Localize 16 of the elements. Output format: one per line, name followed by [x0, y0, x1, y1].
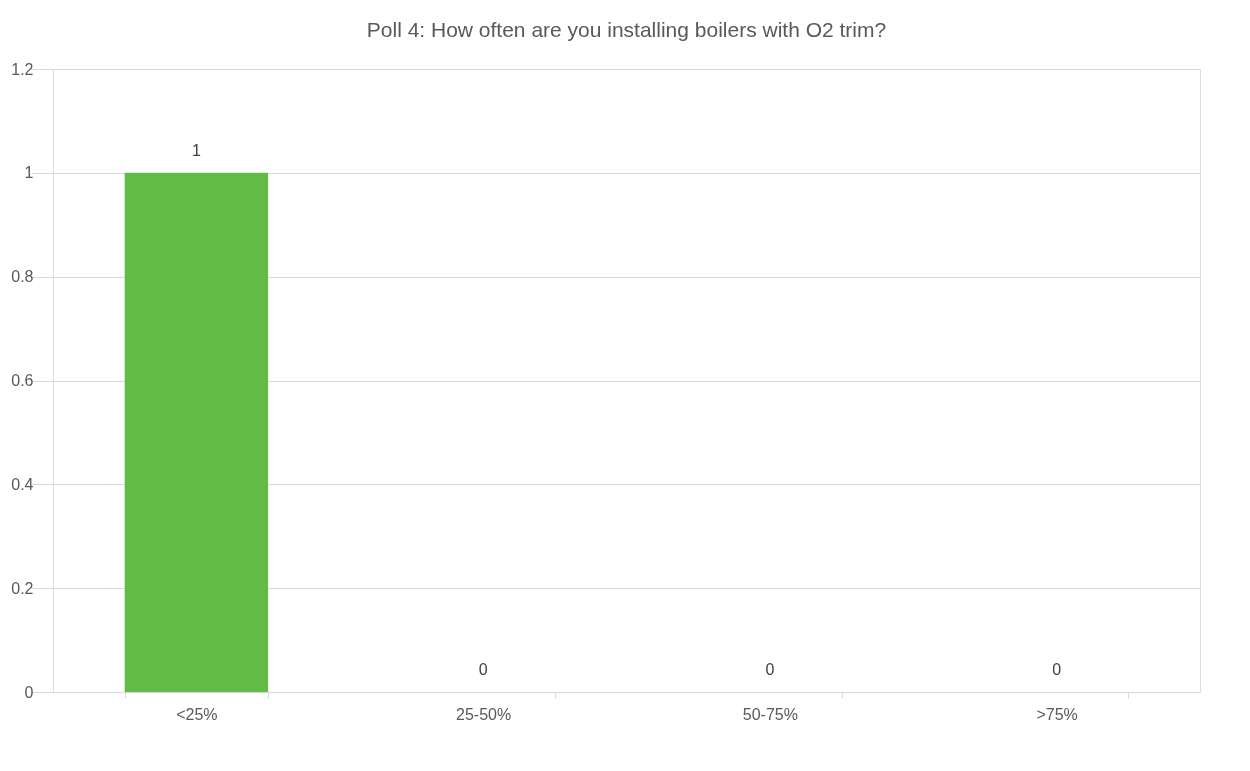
y-tick-label: 0.6 [11, 372, 34, 389]
y-tick-label: 0.2 [11, 579, 34, 597]
y-tick-label: 0.8 [11, 268, 34, 286]
data-label: 0 [1052, 661, 1062, 678]
data-label: 1 [191, 141, 201, 159]
y-tick-label: 0.4 [11, 475, 34, 493]
y-tick-label: 1.2 [11, 60, 34, 78]
x-tick-label: 50-75% [742, 705, 798, 723]
x-tick-label: <25% [176, 705, 218, 723]
chart-title: Poll 4: How often are you installing boilers with O2 trim? [366, 18, 887, 41]
data-label: 0 [765, 661, 775, 678]
y-tick-label: 0 [24, 683, 34, 701]
x-tick-label: 25-50% [456, 705, 512, 723]
y-tick-label: 1 [24, 164, 34, 182]
data-label: 0 [478, 661, 488, 678]
x-tick-label: >75% [1036, 705, 1078, 723]
